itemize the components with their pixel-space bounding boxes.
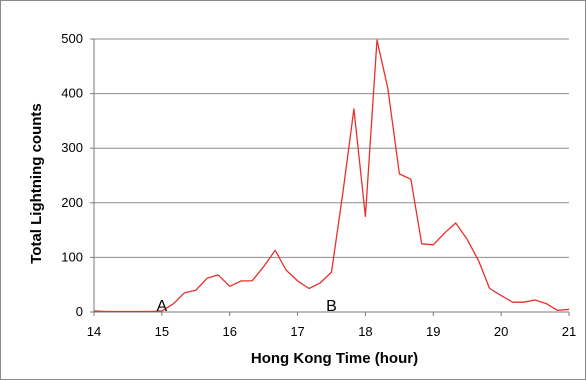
x-tick-label: 19 <box>426 324 440 339</box>
y-tick-label: 300 <box>61 140 83 155</box>
grid-lines <box>94 38 569 258</box>
x-tick-label: 14 <box>87 324 101 339</box>
y-tick-label: 400 <box>61 86 83 101</box>
x-tick-label: 15 <box>155 324 169 339</box>
axes <box>90 38 570 316</box>
series-line-0 <box>93 39 570 313</box>
y-axis-title: Total Lightning counts <box>28 103 45 264</box>
x-axis-title: Hong Kong Time (hour) <box>251 350 418 367</box>
y-tick-label: 500 <box>61 31 83 46</box>
x-tick-label: 18 <box>358 324 372 339</box>
annotation-A: A <box>157 298 168 315</box>
y-tick-label: 200 <box>61 195 83 210</box>
tick-labels: 0 100 200 300 400 500 14 15 16 17 18 19 20 21 <box>61 31 576 339</box>
series-layer <box>93 39 570 313</box>
annotation-B: B <box>326 298 337 315</box>
x-tick-label: 20 <box>494 324 508 339</box>
y-tick-label: 0 <box>76 304 83 319</box>
x-tick-label: 16 <box>222 324 236 339</box>
x-tick-label: 17 <box>290 324 304 339</box>
y-tick-label: 100 <box>61 249 83 264</box>
x-tick-label: 21 <box>562 324 576 339</box>
